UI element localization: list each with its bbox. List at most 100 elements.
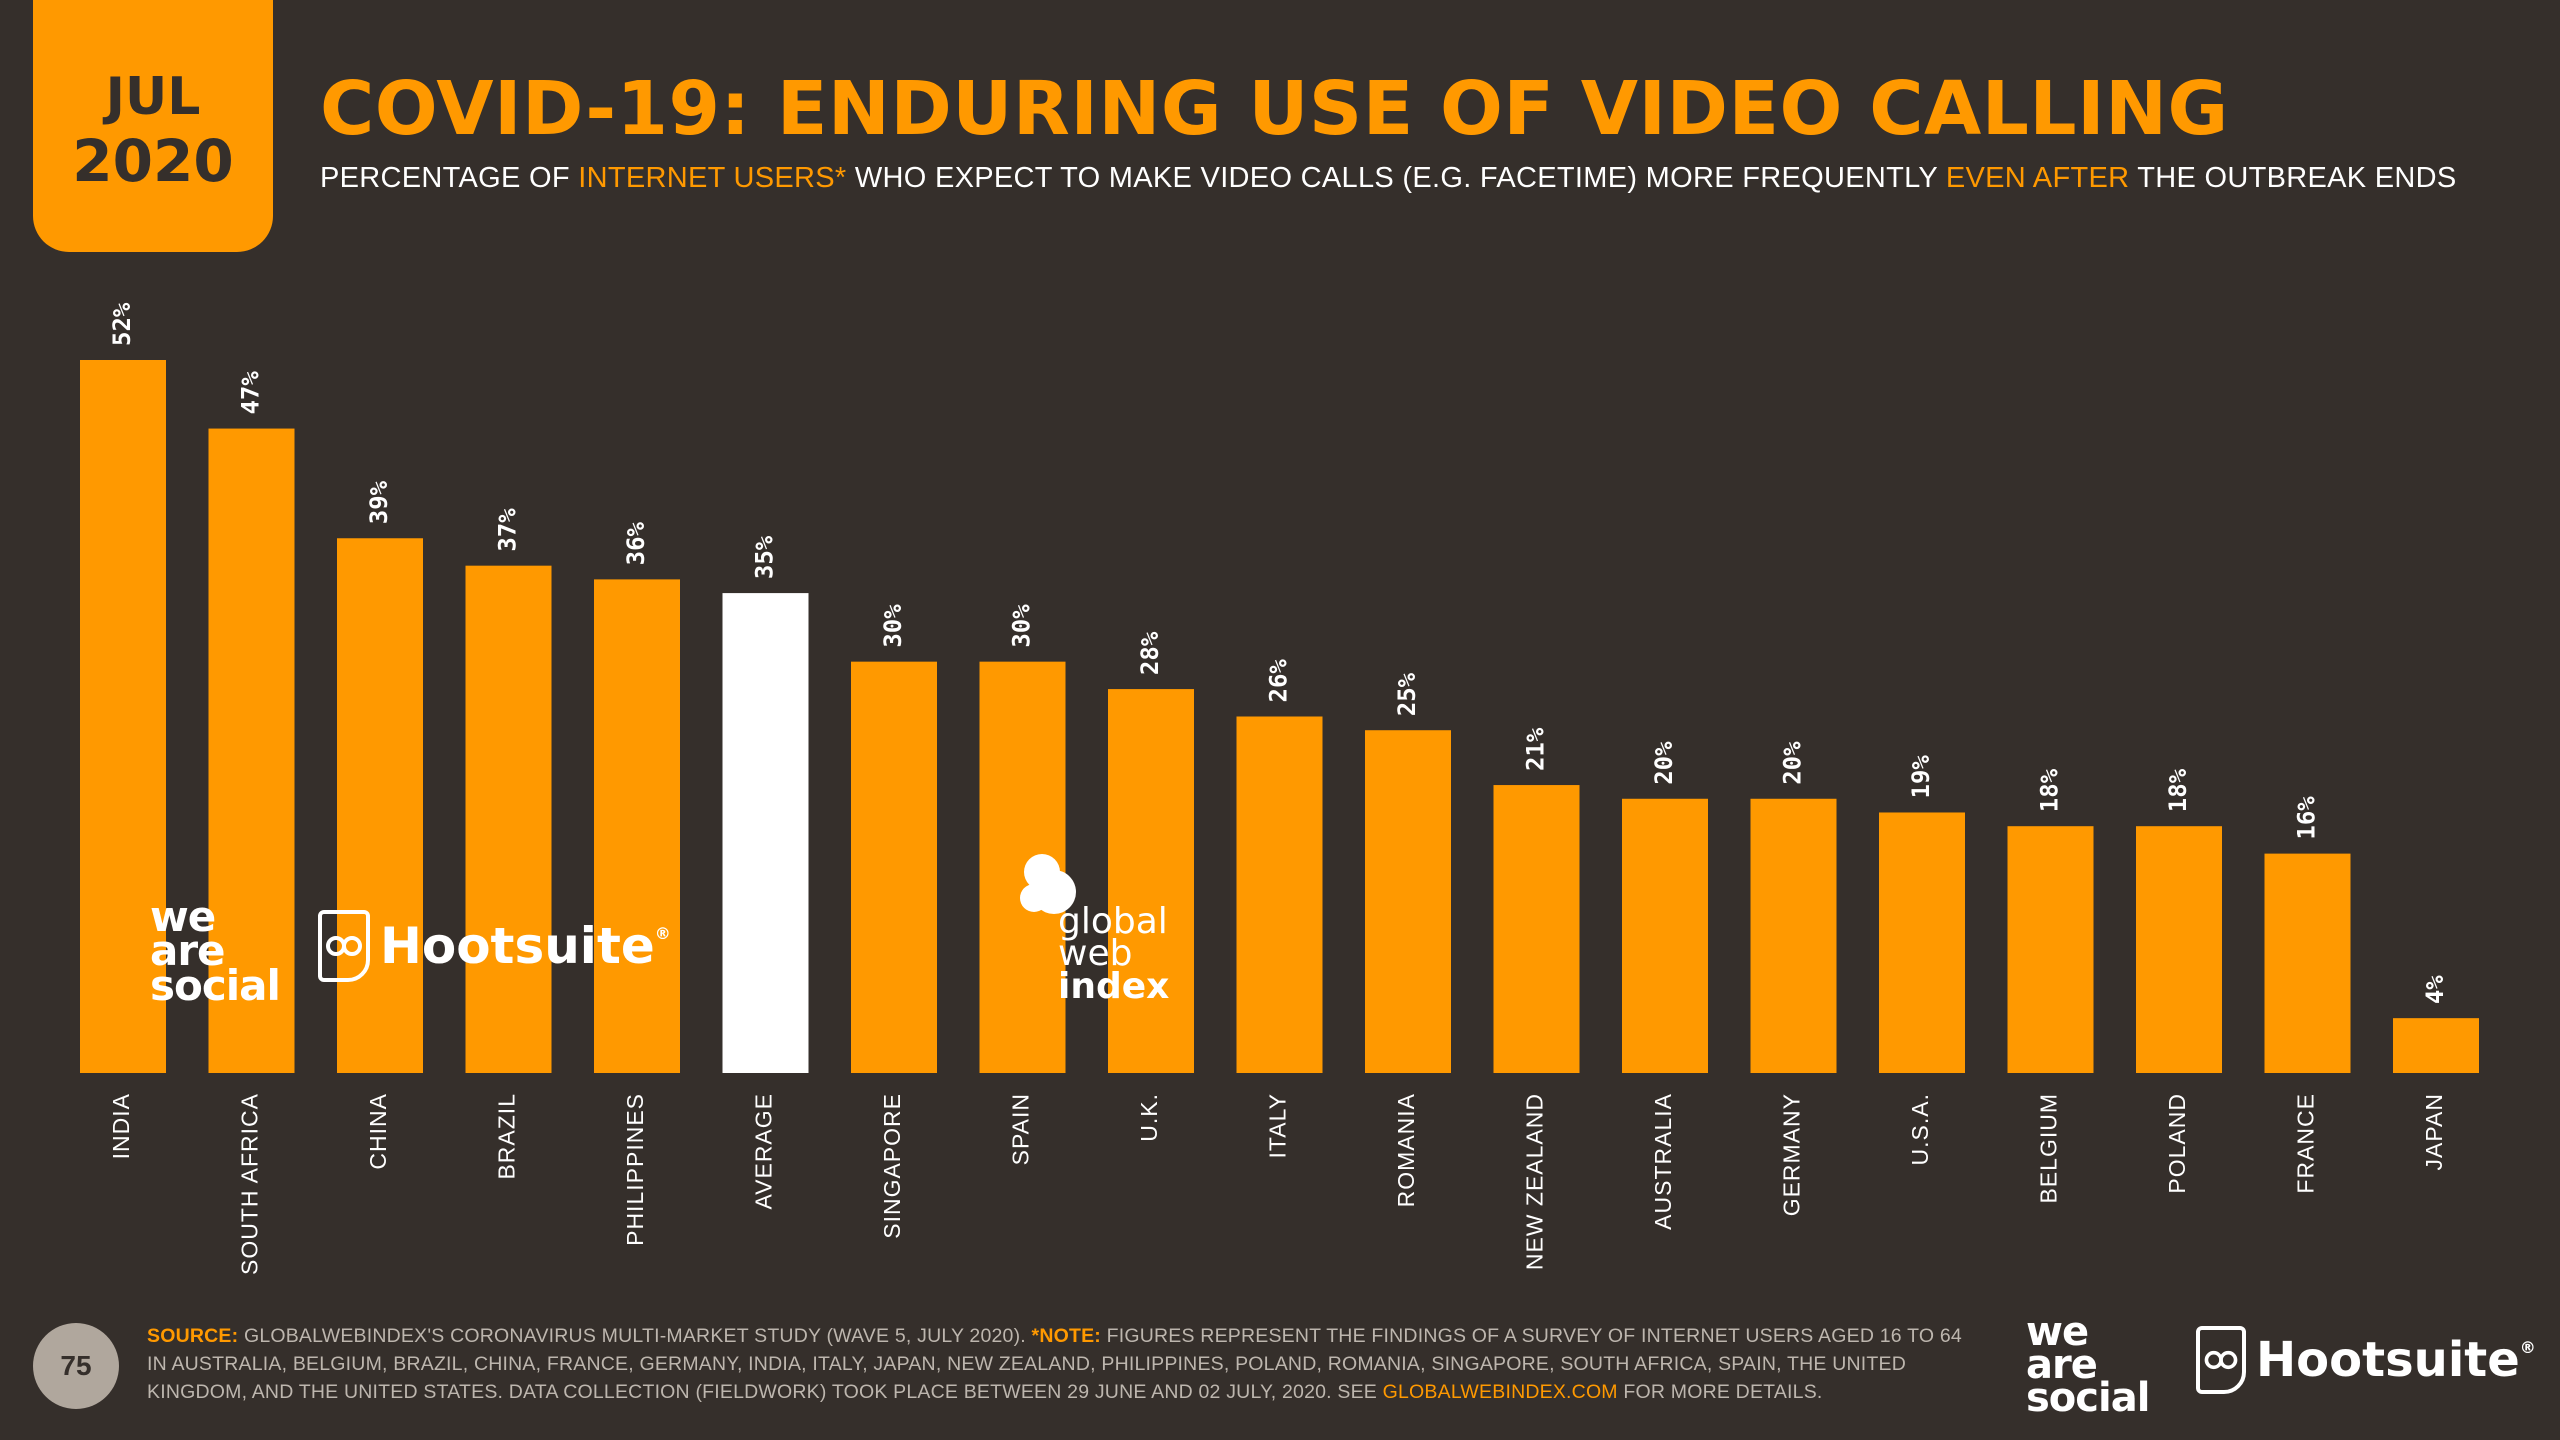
- category-label: ITALY: [1265, 1093, 1291, 1159]
- hootsuite-logo: Hootsuite ®: [2196, 1326, 2536, 1394]
- value-label: 20%: [1650, 741, 1678, 785]
- value-label: 4%: [2421, 975, 2449, 1004]
- value-label: 26%: [1265, 659, 1293, 703]
- note-text: FIGURES REPRESENT THE FINDINGS OF A SURV…: [147, 1325, 1962, 1403]
- value-label: 28%: [1136, 631, 1164, 675]
- category-label: U.S.A.: [1907, 1093, 1933, 1165]
- date-badge: JUL 2020: [33, 0, 273, 252]
- category-label: AVERAGE: [751, 1093, 777, 1210]
- value-label: 21%: [1522, 727, 1550, 771]
- value-label: 19%: [1907, 755, 1935, 799]
- we-are-social-word-1: we: [150, 892, 216, 941]
- bar-japan: [2393, 1018, 2479, 1073]
- bar-poland: [2136, 826, 2222, 1073]
- value-label: 52%: [108, 302, 136, 346]
- value-label: 47%: [237, 371, 265, 415]
- gwi-word-3: index: [1058, 965, 1170, 1007]
- subtitle-text-2: WHO EXPECT TO MAKE VIDEO CALLS (E.G. FAC…: [846, 162, 1946, 194]
- page-subtitle: PERCENTAGE OF INTERNET USERS* WHO EXPECT…: [320, 162, 2457, 195]
- footer-end-text: FOR MORE DETAILS.: [1617, 1381, 1823, 1403]
- value-labels-layer: 52% 47% 39% 37% 36% 35% 30% 30% 28% 26% 25% 21% 20% 2…: [108, 302, 2449, 1004]
- bar-u-k: [1108, 689, 1194, 1073]
- hootsuite-watermark: Hootsuite ®: [318, 910, 671, 982]
- bar-south-africa: [208, 428, 295, 1073]
- category-label: INDIA: [108, 1093, 134, 1159]
- category-label: PHILIPPINES: [622, 1093, 648, 1246]
- we-are-social-word-3: social: [150, 960, 281, 1010]
- owl-icon: [318, 910, 370, 982]
- we-are-social-word-2: are: [150, 926, 226, 976]
- bar-italy: [1236, 716, 1323, 1073]
- gwi-word-1: global: [1058, 901, 1168, 942]
- value-label: 37%: [494, 508, 522, 552]
- value-label: 16%: [2293, 796, 2321, 840]
- bar-france: [2264, 853, 2351, 1073]
- date-year: 2020: [72, 126, 234, 195]
- gwi-bubble-icon: [1012, 850, 1082, 920]
- source-text: GLOBALWEBINDEX'S CORONAVIRUS MULTI-MARKE…: [238, 1325, 1032, 1347]
- hootsuite-watermark-text: Hootsuite: [380, 917, 655, 975]
- category-label: FRANCE: [2293, 1093, 2319, 1194]
- category-label: POLAND: [2164, 1093, 2190, 1194]
- note-label: *NOTE:: [1031, 1325, 1101, 1347]
- value-label: 30%: [879, 604, 907, 648]
- bar-australia: [1622, 798, 1708, 1073]
- hootsuite-owl-icon: [2196, 1326, 2246, 1394]
- bar-u-s-a: [1879, 812, 1965, 1073]
- bar-philippines: [594, 579, 680, 1073]
- category-label: SOUTH AFRICA: [237, 1093, 263, 1275]
- subtitle-highlight-even-after: EVEN AFTER: [1945, 162, 2130, 194]
- hootsuite-owl-eyes-icon: [2204, 1350, 2238, 1370]
- footer-source-note: SOURCE: GLOBALWEBINDEX'S CORONAVIRUS MUL…: [147, 1322, 1977, 1406]
- category-label: SPAIN: [1008, 1093, 1034, 1165]
- bar-chart: 52% 47% 39% 37% 36% 35% 30% 30% 28% 26% 25% 21% 20% 2…: [80, 302, 2479, 1275]
- gwi-watermark: global web index: [1058, 901, 1170, 1007]
- gwi-word-2: web: [1058, 933, 1133, 975]
- category-label: BELGIUM: [2036, 1093, 2062, 1204]
- value-label: 20%: [1779, 741, 1807, 785]
- we-are-social-logo-word-1: we: [2026, 1309, 2089, 1355]
- bar-germany: [1750, 798, 1837, 1073]
- we-are-social-logo-word-2: are: [2026, 1341, 2098, 1388]
- bar-china: [337, 538, 423, 1073]
- bar-belgium: [2007, 826, 2094, 1073]
- bar-india: [80, 360, 166, 1073]
- category-label: NEW ZEALAND: [1522, 1093, 1548, 1270]
- category-label: JAPAN: [2421, 1093, 2447, 1170]
- value-label: 36%: [622, 521, 650, 565]
- value-label: 39%: [365, 480, 393, 524]
- category-label: GERMANY: [1779, 1093, 1805, 1216]
- value-label: 18%: [2036, 768, 2064, 812]
- subtitle-text-3: THE OUTBREAK ENDS: [2129, 162, 2457, 194]
- category-label: SINGAPORE: [879, 1093, 905, 1239]
- subtitle-highlight-internet-users: INTERNET USERS*: [578, 162, 847, 194]
- we-are-social-logo: we are social: [2026, 1309, 2150, 1421]
- category-label: ROMANIA: [1393, 1093, 1419, 1207]
- bar-brazil: [465, 565, 552, 1073]
- hootsuite-logo-mark: ®: [2519, 1338, 2536, 1357]
- category-label: U.K.: [1136, 1093, 1162, 1142]
- value-label: 30%: [1008, 604, 1036, 648]
- bar-romania: [1365, 730, 1451, 1073]
- we-are-social-watermark: we are social: [150, 892, 281, 1010]
- date-month: JUL: [105, 66, 201, 127]
- bar-average: [722, 593, 809, 1073]
- we-are-social-logo-word-3: social: [2026, 1374, 2150, 1421]
- source-label: SOURCE:: [147, 1325, 239, 1347]
- page-number: 75: [33, 1323, 119, 1409]
- value-label: 18%: [2164, 768, 2192, 812]
- category-label: CHINA: [365, 1093, 391, 1170]
- bar-singapore: [851, 661, 937, 1073]
- value-label: 35%: [751, 535, 779, 579]
- hootsuite-watermark-mark: ®: [654, 924, 671, 943]
- subtitle-text-1: PERCENTAGE OF: [320, 162, 579, 194]
- category-labels-layer: INDIA SOUTH AFRICA CHINA BRAZIL PHILIPPINES A…: [108, 1093, 2447, 1275]
- bar-new-zealand: [1493, 785, 1580, 1073]
- category-label: AUSTRALIA: [1650, 1093, 1676, 1230]
- category-label: BRAZIL: [494, 1093, 520, 1180]
- hootsuite-logo-text: Hootsuite: [2256, 1332, 2520, 1388]
- value-label: 25%: [1393, 672, 1421, 716]
- page-title: COVID-19: ENDURING USE OF VIDEO CALLING: [320, 66, 2229, 152]
- owl-eyes-icon: [326, 936, 362, 956]
- gwi-link[interactable]: GLOBALWEBINDEX.COM: [1382, 1381, 1618, 1403]
